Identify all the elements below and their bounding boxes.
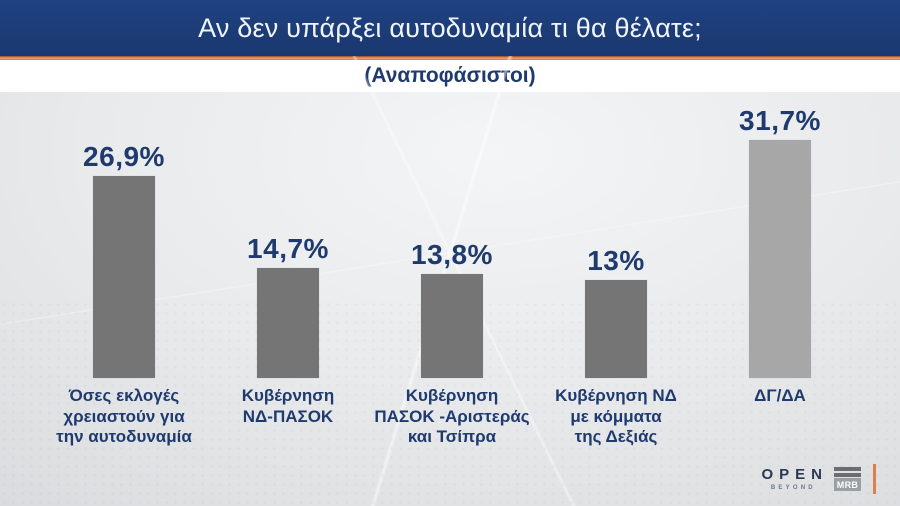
value-label: 13,8%	[411, 239, 493, 270]
value-label: 13%	[587, 245, 645, 276]
mrb-logo-stripe	[834, 472, 861, 477]
value-label: 26,9%	[83, 141, 165, 172]
broadcaster-branding: OPEN BEYOND MRB	[761, 464, 876, 494]
bar-column-dk-na: 31,7% ΔΓ/ΔΑ	[698, 95, 862, 448]
category-label: Κυβέρνηση ΝΔ-ΠΑΣΟΚ	[241, 386, 335, 426]
page-title: Αν δεν υπάρξει αυτοδυναμία τι θα θέλατε;	[198, 12, 702, 43]
orange-tick-divider	[873, 464, 876, 494]
mrb-logo-text: MRB	[836, 479, 859, 490]
title-bar: Αν δεν υπάρξει αυτοδυναμία τι θα θέλατε;	[0, 0, 900, 56]
bar-zone: 14,7%	[247, 95, 329, 378]
bar-zone: 26,9%	[83, 95, 165, 378]
bar-column-pasok-left: 13,8% Κυβέρνηση ΠΑΣΟΚ -Αριστεράς και Τσί…	[370, 95, 534, 448]
category-label: ΔΓ/ΔΑ	[754, 386, 806, 405]
category-label: Κυβέρνηση ΠΑΣΟΚ -Αριστεράς και Τσίπρα	[374, 386, 530, 447]
subtitle-strip: (Αναποφάσιστοι)	[0, 60, 900, 92]
mrb-logo-stripe	[834, 467, 861, 471]
bar	[421, 274, 483, 378]
open-logo-text: OPEN	[761, 466, 828, 483]
value-label: 14,7%	[247, 233, 329, 264]
bar-column-elections: 26,9% Όσες εκλογές χρειαστούν για την αυ…	[42, 95, 206, 448]
bar	[93, 176, 155, 378]
bar-column-nd-pasok: 14,7% Κυβέρνηση ΝΔ-ΠΑΣΟΚ	[206, 95, 370, 448]
bar-chart: 26,9% Όσες εκλογές χρειαστούν για την αυ…	[42, 95, 862, 448]
bar	[749, 140, 811, 378]
bar-column-nd-right: 13% Κυβέρνηση ΝΔ με κόμματα της Δεξιάς	[534, 95, 698, 448]
bar-zone: 13%	[585, 95, 647, 378]
mrb-logo: MRB	[834, 467, 861, 491]
page-subtitle: (Αναποφάσιστοι)	[364, 64, 536, 87]
bar-zone: 13,8%	[411, 95, 493, 378]
open-tv-logo: OPEN BEYOND	[761, 467, 822, 491]
bar	[257, 268, 319, 378]
mrb-logo-box: MRB	[834, 478, 861, 491]
value-label: 31,7%	[739, 105, 821, 136]
category-label: Κυβέρνηση ΝΔ με κόμματα της Δεξιάς	[555, 386, 677, 447]
open-beyond-text: BEYOND	[770, 485, 816, 491]
category-label: Όσες εκλογές χρειαστούν για την αυτοδυνα…	[56, 386, 192, 447]
bar-zone: 31,7%	[739, 95, 821, 378]
bar	[585, 280, 647, 378]
